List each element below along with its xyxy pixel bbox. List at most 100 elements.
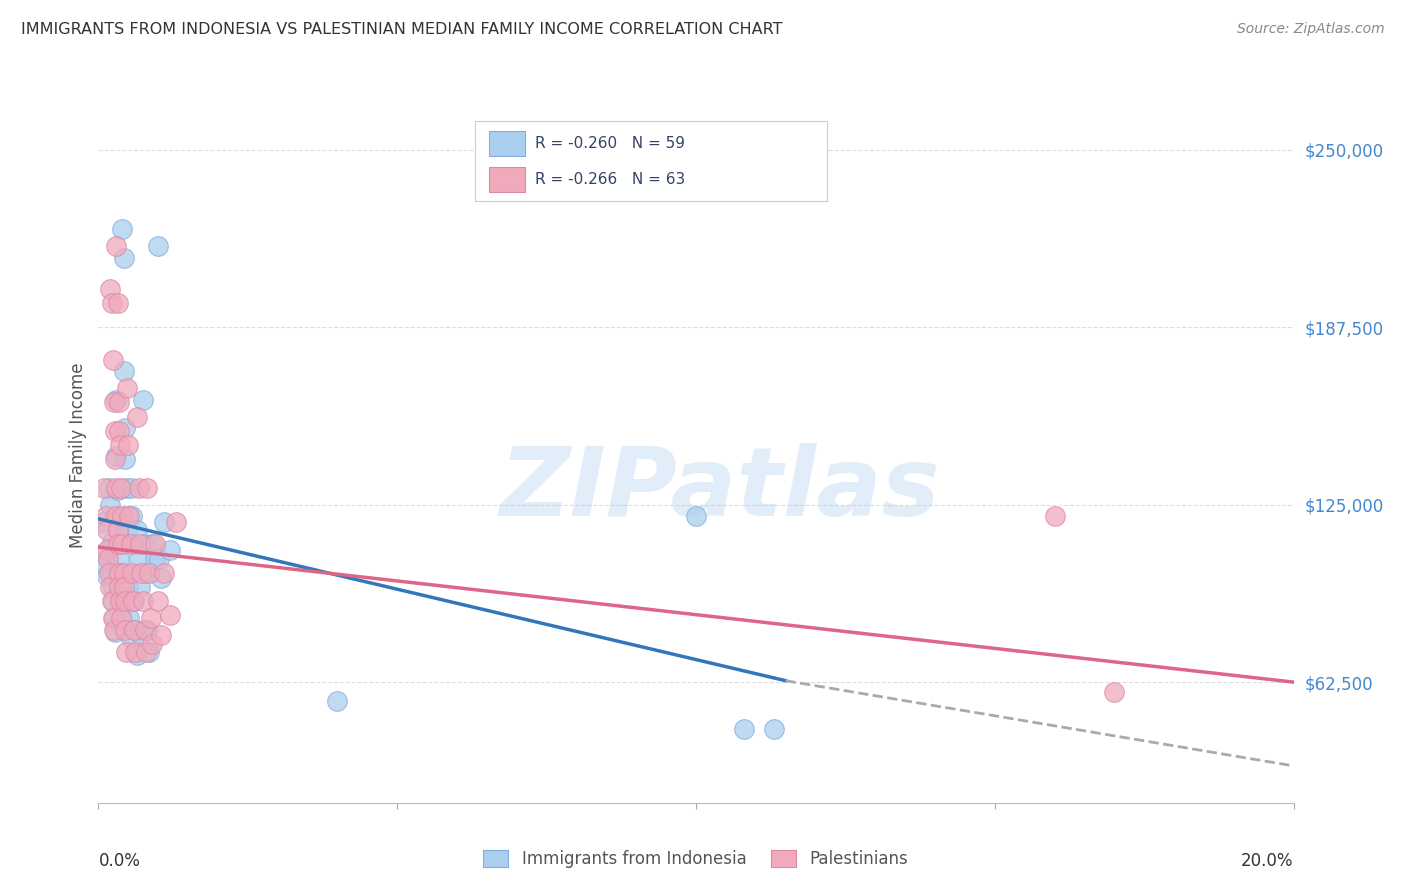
Point <box>107 296 129 310</box>
Point <box>117 438 139 452</box>
Point <box>150 571 173 585</box>
Point <box>108 424 131 438</box>
Point <box>100 594 122 608</box>
Legend: Immigrants from Indonesia, Palestinians: Immigrants from Indonesia, Palestinians <box>477 843 915 874</box>
Point <box>139 611 162 625</box>
Point <box>127 523 149 537</box>
Point <box>124 623 146 637</box>
Point <box>96 568 118 582</box>
Text: IMMIGRANTS FROM INDONESIA VS PALESTINIAN MEDIAN FAMILY INCOME CORRELATION CHART: IMMIGRANTS FROM INDONESIA VS PALESTINIAN… <box>21 22 783 37</box>
Point <box>141 537 163 551</box>
Point <box>114 421 136 435</box>
Point <box>129 580 152 594</box>
Point <box>136 481 159 495</box>
Point <box>107 483 129 498</box>
Point <box>104 424 127 438</box>
Point <box>165 515 187 529</box>
Point <box>135 645 157 659</box>
Point <box>136 623 159 637</box>
Point <box>129 537 152 551</box>
Point <box>98 566 121 580</box>
Point <box>114 452 136 467</box>
Point <box>105 508 128 523</box>
Point <box>121 508 143 523</box>
Point <box>115 508 138 523</box>
Point <box>112 580 135 594</box>
Point <box>127 409 149 424</box>
Text: 0.0%: 0.0% <box>98 852 141 870</box>
Point <box>93 481 115 495</box>
Point <box>111 222 134 236</box>
Point <box>103 611 125 625</box>
Point <box>94 508 117 523</box>
FancyBboxPatch shape <box>475 121 827 201</box>
Point <box>685 508 707 523</box>
Point <box>111 508 134 523</box>
Point <box>120 631 142 645</box>
Point <box>150 628 173 642</box>
Point <box>115 381 138 395</box>
Point <box>108 438 131 452</box>
Point <box>134 537 156 551</box>
Point <box>100 296 122 310</box>
Point <box>153 515 176 529</box>
Point <box>153 566 176 580</box>
Point <box>107 551 129 566</box>
Point <box>107 523 129 537</box>
Text: R = -0.260   N = 59: R = -0.260 N = 59 <box>534 136 685 151</box>
Point <box>114 623 136 637</box>
Point <box>128 481 150 495</box>
Point <box>105 481 128 495</box>
Point <box>98 481 121 495</box>
Point <box>96 523 118 537</box>
FancyBboxPatch shape <box>489 131 524 156</box>
Point <box>148 239 170 253</box>
Point <box>103 623 125 637</box>
Point <box>101 611 124 625</box>
Point <box>107 395 129 409</box>
Point <box>101 580 124 594</box>
Point <box>122 537 145 551</box>
Point <box>108 566 131 580</box>
Point <box>117 580 139 594</box>
FancyBboxPatch shape <box>489 167 524 192</box>
Point <box>135 566 157 580</box>
Point <box>125 648 148 662</box>
Point <box>104 625 127 640</box>
Point <box>115 523 138 537</box>
Point <box>94 558 117 572</box>
Point <box>98 282 122 296</box>
Point <box>105 239 128 253</box>
Point <box>148 551 170 566</box>
Point <box>138 566 160 580</box>
Point <box>120 481 142 495</box>
Point <box>107 566 129 580</box>
Point <box>112 364 135 378</box>
Point <box>124 623 146 637</box>
Point <box>141 637 163 651</box>
Point <box>108 582 131 597</box>
Point <box>111 611 134 625</box>
Point <box>128 551 150 566</box>
Point <box>143 537 166 551</box>
Point <box>122 594 145 608</box>
Point <box>131 566 153 580</box>
Point <box>134 623 156 637</box>
Text: Source: ZipAtlas.com: Source: ZipAtlas.com <box>1237 22 1385 37</box>
Point <box>1043 508 1066 523</box>
Point <box>110 481 132 495</box>
Point <box>159 608 181 623</box>
Point <box>148 594 170 608</box>
Point <box>96 543 118 558</box>
Point <box>110 611 132 625</box>
Text: ZIPatlas: ZIPatlas <box>499 443 941 536</box>
Point <box>104 452 127 467</box>
Point <box>1104 685 1126 699</box>
Point <box>97 551 120 566</box>
Point <box>131 628 153 642</box>
Point <box>138 645 160 659</box>
Y-axis label: Median Family Income: Median Family Income <box>69 362 87 548</box>
Text: R = -0.266   N = 63: R = -0.266 N = 63 <box>534 172 685 187</box>
Point <box>112 566 135 580</box>
Point <box>118 508 141 523</box>
